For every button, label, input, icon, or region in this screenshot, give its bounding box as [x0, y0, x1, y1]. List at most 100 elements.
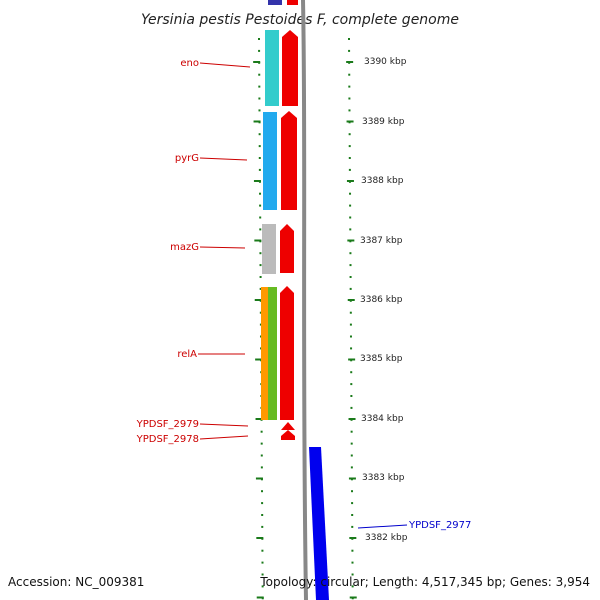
feature-blue-pyrG [263, 112, 277, 210]
tick-mark [349, 335, 352, 338]
tick-mark [260, 454, 263, 457]
cds-arrow-mazG [280, 224, 294, 273]
tick-mark [259, 228, 262, 231]
tick-mark [348, 133, 351, 136]
tick-mark [261, 561, 264, 564]
tick-mark [260, 430, 263, 433]
tick-mark [351, 585, 354, 588]
tick-mark [350, 383, 353, 386]
leader-YPDSF_2979 [199, 423, 249, 427]
feature-cyan-eno [265, 30, 279, 106]
major-tick-mark [346, 120, 354, 123]
tick-mark [259, 216, 262, 219]
tick-mark [350, 454, 353, 457]
leader-YPDSF_2977 [357, 524, 408, 529]
cds-arrow-pyrG [281, 111, 297, 210]
tick-mark [259, 287, 262, 290]
major-tick-mark [347, 239, 355, 242]
tick-mark [349, 287, 352, 290]
major-tick-mark [255, 477, 263, 480]
tick-mark [261, 502, 264, 505]
cds-arrow-relA [280, 286, 294, 420]
kbp-label-3385: 3385 kbp [360, 354, 403, 364]
kbp-label-3388: 3388 kbp [361, 176, 404, 186]
tick-mark [349, 311, 352, 314]
kbp-label-3389: 3389 kbp [362, 117, 405, 127]
gene-label-pyrG[interactable]: pyrG [175, 153, 199, 164]
cds-arrow-eno [282, 30, 298, 106]
major-tick-mark [253, 180, 261, 182]
cds-arrow-YPDSF_2978 [281, 430, 295, 440]
tick-mark [348, 38, 350, 40]
tick-mark [258, 157, 261, 159]
tick-mark [350, 395, 353, 397]
tick-mark [258, 49, 261, 52]
tick-mark [261, 549, 264, 552]
tick-mark [348, 73, 351, 76]
gene-label-YPDSF_2979[interactable]: YPDSF_2979 [136, 419, 199, 430]
tick-mark [259, 323, 262, 326]
gene-label-YPDSF_2977[interactable]: YPDSF_2977 [408, 520, 471, 531]
tick-mark [258, 73, 261, 76]
top-blue-stub [268, 0, 282, 5]
tick-mark [259, 264, 262, 267]
leader-eno [199, 62, 251, 68]
major-tick-mark [255, 358, 263, 361]
tick-mark [258, 133, 261, 136]
genome-backbone [301, 0, 308, 600]
tick-mark [258, 85, 261, 88]
tick-mark [259, 192, 262, 195]
kbp-label-3384: 3384 kbp [361, 414, 404, 424]
top-red-stub [287, 0, 298, 5]
tick-mark [261, 573, 264, 576]
cds-arrow-YPDSF_2979 [281, 422, 295, 430]
major-tick-mark [254, 239, 262, 242]
tick-mark [258, 97, 261, 100]
tick-mark [261, 585, 264, 588]
accession-text: Accession: NC_009381 [8, 575, 144, 589]
tick-mark [351, 490, 354, 493]
major-tick-mark [349, 537, 357, 539]
map-title: Yersinia pestis Pestoides F, complete ge… [141, 12, 459, 28]
leader-pyrG [199, 157, 248, 161]
kbp-label-3383: 3383 kbp [362, 473, 405, 483]
tick-mark [349, 264, 352, 267]
tick-mark [259, 311, 262, 314]
major-tick-mark [256, 596, 264, 599]
tick-mark [351, 549, 354, 552]
tick-mark [351, 514, 354, 516]
tick-mark [349, 228, 352, 231]
tick-mark [260, 442, 263, 445]
tick-mark [351, 573, 354, 576]
tick-mark [348, 85, 351, 88]
major-tick-mark [349, 596, 357, 599]
tick-mark [258, 168, 261, 171]
major-tick-mark [256, 537, 264, 539]
gene-label-YPDSF_2978[interactable]: YPDSF_2978 [136, 434, 199, 445]
tick-mark [350, 406, 353, 409]
tick-mark [349, 216, 352, 219]
gene-label-mazG[interactable]: mazG [170, 242, 199, 253]
major-tick-mark [254, 299, 262, 301]
tick-mark [261, 525, 264, 528]
tick-mark [258, 145, 261, 148]
gene-label-relA[interactable]: relA [177, 349, 197, 360]
major-tick-mark [348, 358, 356, 361]
tick-mark [261, 514, 264, 516]
tick-mark [259, 276, 262, 278]
kbp-label-3387: 3387 kbp [360, 236, 403, 246]
feature-grey-mazG [262, 224, 276, 274]
tick-mark [348, 109, 351, 112]
tick-mark [259, 335, 262, 338]
leader-YPDSF_2978 [199, 435, 249, 440]
leader-mazG [199, 246, 246, 249]
feature-orange-relA [261, 287, 268, 420]
tick-mark [349, 204, 352, 207]
gene-label-eno[interactable]: eno [180, 58, 199, 69]
tick-mark [351, 525, 354, 528]
tick-mark [350, 442, 353, 445]
tick-mark [348, 49, 351, 52]
tick-mark [349, 323, 352, 326]
tick-mark [351, 502, 354, 505]
